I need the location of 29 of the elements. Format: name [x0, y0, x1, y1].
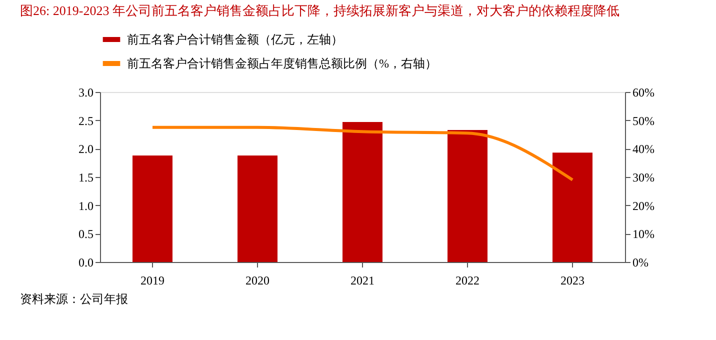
y2-tick-label: 40%	[632, 142, 654, 156]
y2-tick-label: 0%	[632, 256, 648, 270]
y2-tick-label: 50%	[632, 114, 654, 128]
y-tick-label: 1.5	[78, 170, 94, 184]
bar	[342, 122, 382, 262]
bar	[448, 130, 488, 262]
y-tick-label: 2.0	[78, 142, 94, 156]
y-tick-label: 1.0	[78, 198, 94, 213]
y-tick-label: 2.5	[78, 114, 94, 128]
legend-label: 前五名客户合计销售金额（亿元，左轴）	[127, 32, 343, 46]
y2-tick-label: 10%	[632, 227, 654, 242]
y-tick-label: 0.0	[78, 256, 94, 270]
text: 资料来源：公司年报	[20, 292, 128, 306]
x-tick-label: 2023	[560, 274, 584, 288]
bar	[552, 152, 592, 262]
x-tick-label: 2020	[246, 274, 270, 288]
y2-tick-label: 20%	[632, 198, 654, 213]
x-tick-label: 2021	[350, 274, 374, 288]
x-tick-label: 2022	[456, 274, 480, 288]
y-tick-label: 3.0	[78, 86, 94, 100]
x-tick-label: 2019	[140, 274, 164, 288]
bar	[238, 155, 278, 262]
y-tick-label: 0.5	[78, 227, 94, 242]
legend-label: 前五名客户合计销售金额占年度销售总额比例（%，右轴）	[127, 56, 437, 70]
line-series	[151, 126, 574, 182]
y2-tick-label: 30%	[632, 170, 654, 184]
chart-title: 图26: 2019-2023 年公司前五名客户销售金额占比下降，持续拓展新客户与渠道，对大客户的依赖程度降低	[20, 3, 620, 18]
y2-tick-label: 60%	[632, 86, 654, 100]
bar	[132, 155, 172, 262]
